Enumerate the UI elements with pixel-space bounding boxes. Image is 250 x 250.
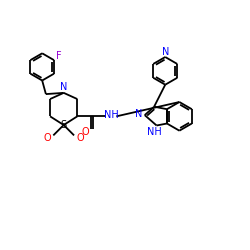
Text: O: O	[44, 133, 51, 143]
Text: N: N	[60, 82, 68, 92]
Text: F: F	[56, 51, 61, 61]
Text: NH: NH	[147, 128, 162, 138]
Text: O: O	[82, 128, 89, 138]
Text: NH: NH	[104, 110, 119, 120]
Text: S: S	[61, 120, 67, 130]
Text: N: N	[135, 109, 142, 119]
Text: O: O	[76, 133, 84, 143]
Text: N: N	[162, 46, 169, 56]
